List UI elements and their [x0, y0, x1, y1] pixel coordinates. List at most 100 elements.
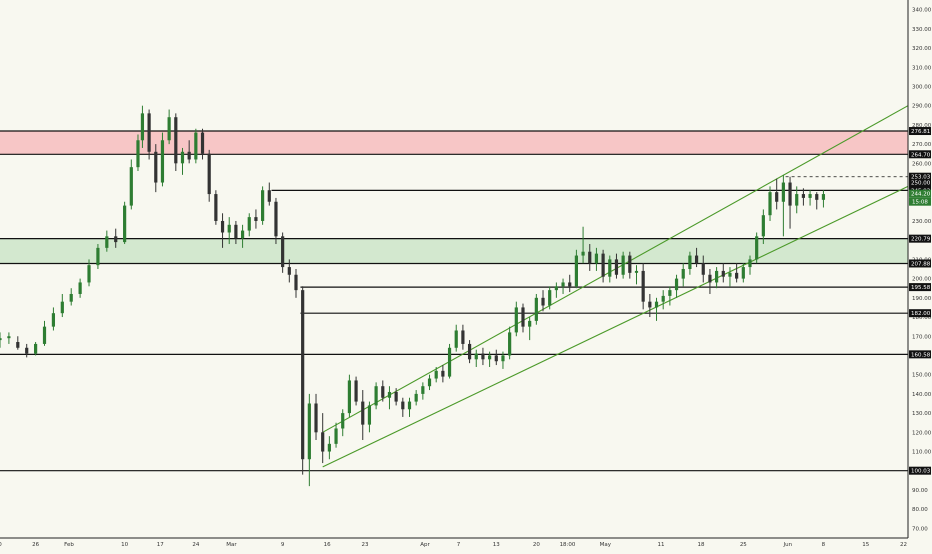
candle-body	[494, 355, 498, 362]
x-tick-label: 17	[157, 542, 164, 548]
x-tick-label: 18	[698, 542, 705, 548]
candle-body	[588, 251, 592, 264]
candle-body	[160, 140, 165, 183]
candle-body	[347, 380, 352, 414]
y-tick-label: 320.00	[912, 46, 932, 52]
level-price-label: 276.81	[911, 129, 930, 135]
y-tick-label: 310.00	[912, 65, 932, 71]
x-tick-label: 15	[862, 542, 869, 548]
y-tick-label: 190.00	[912, 296, 932, 302]
x-tick-label: Jun	[783, 542, 793, 548]
candle-body	[174, 117, 178, 164]
candle-body	[554, 286, 558, 291]
y-tick-label: 110.00	[912, 450, 932, 456]
y-tick-label: 120.00	[912, 430, 932, 436]
candle-body	[801, 194, 806, 198]
candle-body	[715, 270, 719, 283]
level-price-label-bg	[909, 127, 931, 136]
candle-body	[781, 182, 785, 202]
candle-body	[621, 255, 625, 275]
x-tick-label: 10	[121, 542, 128, 548]
candle-body	[694, 255, 699, 264]
candle-body	[387, 391, 392, 398]
axis-price-label-bg	[909, 178, 931, 187]
candle-body	[681, 269, 685, 279]
candle-body	[261, 190, 265, 221]
candle-body	[461, 330, 465, 344]
candle-body	[628, 255, 632, 273]
candle-body	[267, 190, 271, 202]
y-tick-label: 340.00	[912, 8, 932, 14]
y-tick-label: 300.00	[912, 84, 932, 90]
candle-body	[220, 220, 225, 233]
x-tick-label: 23	[361, 542, 368, 548]
candle-body	[528, 320, 532, 327]
candle-body	[434, 370, 438, 379]
level-price-label: 264.70	[911, 152, 931, 158]
candle-body	[508, 332, 512, 356]
x-tick-label: 22	[900, 542, 907, 548]
candle-body	[234, 224, 238, 239]
candle-body	[748, 259, 752, 268]
level-price-label-bg	[909, 150, 931, 159]
x-tick-label: May	[600, 542, 612, 548]
candle-body	[708, 274, 712, 283]
level-price-label-bg	[909, 234, 931, 243]
candle-body	[381, 386, 385, 398]
candle-body	[327, 443, 331, 452]
candle-body	[147, 113, 151, 152]
candle-body	[214, 194, 218, 221]
candle-body	[187, 151, 191, 160]
y-tick-label: 330.00	[912, 27, 932, 33]
candle-body	[594, 253, 599, 264]
candle-body	[247, 217, 251, 231]
x-tick-label: 11	[657, 542, 664, 548]
candle-body	[614, 259, 619, 275]
candle-body	[354, 380, 358, 402]
candle-body	[815, 194, 819, 200]
candle-body	[447, 347, 452, 377]
y-tick-label: 70.00	[912, 526, 928, 532]
x-tick-label: 16	[324, 542, 331, 548]
candle-body	[735, 272, 739, 279]
y-tick-label: 140.00	[912, 392, 932, 398]
candle-body	[501, 355, 505, 362]
candle-body	[581, 251, 585, 256]
y-tick-label: 290.00	[912, 104, 932, 110]
x-tick-label: 25	[740, 542, 747, 548]
candle-body	[96, 247, 100, 266]
candle-body	[768, 192, 772, 216]
level-price-label-bg	[909, 283, 931, 292]
candle-body	[634, 270, 639, 273]
candle-body	[0, 338, 2, 341]
x-tick-label: 18:00	[560, 542, 576, 548]
candle-body	[16, 342, 20, 348]
candle-body	[441, 370, 445, 377]
candle-body	[227, 224, 231, 233]
level-price-label: 182.00	[911, 311, 931, 317]
candle-body	[407, 401, 412, 410]
candle-body	[674, 278, 679, 291]
x-tick-label: Apr	[420, 542, 430, 548]
candle-body	[87, 265, 91, 283]
candle-body	[521, 307, 525, 327]
candle-body	[514, 307, 518, 333]
candle-body	[294, 274, 298, 291]
candle-body	[25, 347, 29, 354]
candle-body	[334, 428, 338, 444]
candle-body	[136, 140, 140, 168]
candle-body	[240, 230, 245, 239]
candle-body	[200, 132, 205, 154]
x-tick-label: 0	[0, 542, 2, 548]
y-tick-label: 270.00	[912, 142, 932, 148]
candle-body	[741, 267, 745, 279]
candle-body	[341, 413, 345, 429]
candle-body	[808, 194, 812, 198]
x-tick-label: 24	[192, 542, 199, 548]
candle-body	[661, 295, 665, 302]
candle-body	[78, 282, 82, 294]
candle-body	[287, 267, 291, 275]
candle-body	[394, 391, 398, 402]
candle-body	[69, 293, 73, 302]
